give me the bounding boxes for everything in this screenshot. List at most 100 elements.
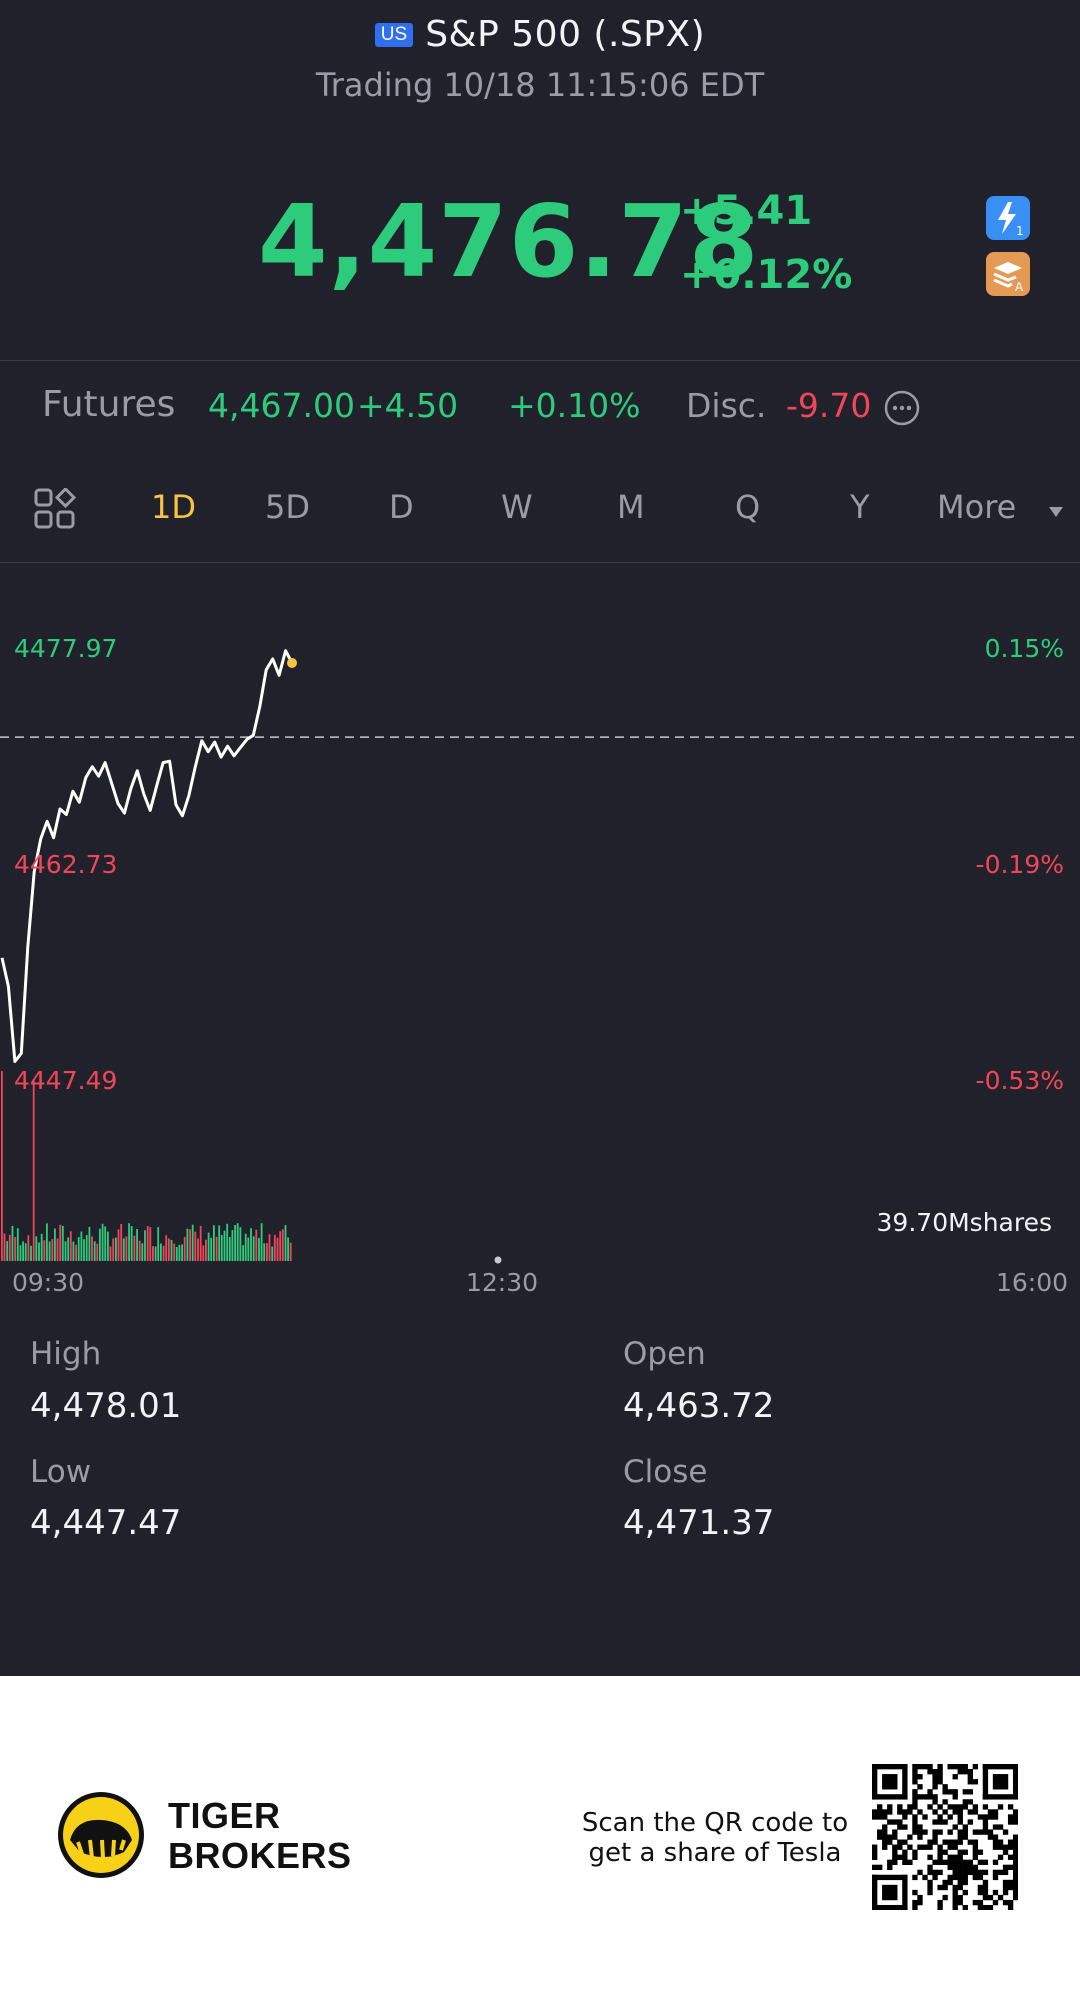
- volume-bar: [1, 1071, 3, 1261]
- price-change-percent: +0.12%: [680, 252, 853, 298]
- divider: [0, 562, 1080, 563]
- trading-status: Trading 10/18 11:15:06 EDT: [315, 66, 765, 104]
- volume-label: 39.70Mshares: [876, 1208, 1052, 1237]
- volume-bar: [197, 1238, 199, 1261]
- last-price-point: [287, 657, 297, 668]
- market-badge: US: [374, 22, 414, 47]
- volume-bar: [72, 1241, 75, 1261]
- volume-bar: [77, 1237, 80, 1261]
- volume-bar: [250, 1228, 252, 1261]
- volume-bar: [56, 1238, 59, 1261]
- x-label-mid: 12:30: [466, 1268, 539, 1297]
- volume-bar: [170, 1239, 173, 1261]
- volume-bar: [228, 1237, 231, 1261]
- volume-bar: [167, 1238, 170, 1261]
- volume-bar: [112, 1238, 115, 1261]
- volume-bar: [54, 1228, 56, 1261]
- intraday-chart[interactable]: [0, 563, 1080, 1273]
- volume-bar: [14, 1237, 17, 1261]
- volume-bar: [91, 1236, 93, 1261]
- close-value: 4,471.37: [623, 1503, 775, 1543]
- x-label-close: 16:00: [995, 1268, 1068, 1297]
- flash-order-icon[interactable]: 1: [986, 196, 1030, 240]
- y-pct-mid: -0.19%: [975, 850, 1064, 879]
- volume-bar: [93, 1241, 96, 1261]
- price-change: +5.41: [680, 188, 813, 234]
- volume-bar: [191, 1224, 194, 1261]
- volume-bar: [175, 1247, 178, 1261]
- volume-bar: [19, 1245, 22, 1261]
- volume-bar: [51, 1239, 54, 1261]
- volume-bar: [284, 1225, 287, 1261]
- open-label: Open: [623, 1336, 706, 1372]
- volume-bar: [133, 1235, 136, 1261]
- tab-1d[interactable]: 1D: [151, 488, 196, 526]
- volume-bar: [160, 1243, 162, 1261]
- brand-name-line1: TIGER: [168, 1795, 281, 1836]
- y-pct-high: 0.15%: [984, 634, 1064, 663]
- futures-change: +4.50: [357, 386, 459, 425]
- volume-bar: [199, 1225, 202, 1261]
- volume-bar: [3, 1233, 6, 1261]
- volume-bar: [194, 1231, 197, 1261]
- volume-bar: [120, 1224, 123, 1261]
- volume-bar: [287, 1237, 289, 1261]
- futures-change-percent: +0.10%: [508, 386, 641, 425]
- volume-bar: [48, 1241, 51, 1261]
- volume-bar: [252, 1236, 255, 1261]
- volume-bar: [173, 1243, 176, 1261]
- volume-bar: [11, 1225, 14, 1261]
- volume-bar: [281, 1229, 284, 1261]
- high-value: 4,478.01: [30, 1386, 182, 1426]
- volume-bar: [289, 1242, 292, 1261]
- volume-bar: [276, 1237, 279, 1261]
- volume-bar: [88, 1226, 91, 1261]
- volume-bar: [215, 1236, 218, 1261]
- volume-bar: [101, 1223, 104, 1261]
- y-label-high: 4477.97: [14, 634, 118, 663]
- y-label-mid: 4462.73: [14, 850, 118, 879]
- tab-m[interactable]: M: [617, 488, 645, 526]
- tab-w[interactable]: W: [501, 488, 533, 526]
- volume-bar: [146, 1226, 149, 1261]
- brand-name-line2: BROKERS: [168, 1835, 352, 1876]
- tab-y[interactable]: Y: [850, 488, 870, 526]
- volume-bar: [8, 1234, 11, 1261]
- volume-bar: [144, 1230, 146, 1261]
- volume-bar: [85, 1235, 88, 1261]
- volume-bar: [218, 1225, 221, 1261]
- more-options-icon[interactable]: [884, 390, 920, 426]
- volume-bar: [128, 1223, 130, 1261]
- high-label: High: [30, 1336, 102, 1372]
- price-series-line: [0, 649, 294, 1063]
- close-label: Close: [623, 1454, 708, 1490]
- volume-bar: [234, 1225, 236, 1261]
- tab-d[interactable]: D: [389, 488, 414, 526]
- futures-label: Futures: [42, 384, 176, 425]
- volume-bars: [1, 1071, 292, 1261]
- volume-bar: [46, 1223, 48, 1261]
- volume-bar: [271, 1246, 274, 1261]
- volume-bar: [138, 1240, 141, 1261]
- tab-5d[interactable]: 5D: [265, 488, 310, 526]
- volume-bar: [122, 1238, 125, 1261]
- volume-bar: [96, 1243, 99, 1261]
- layout-grid-icon[interactable]: [34, 486, 77, 530]
- tab-q[interactable]: Q: [735, 488, 761, 526]
- tiger-logo-icon: [56, 1790, 146, 1880]
- volume-bar: [210, 1237, 213, 1261]
- volume-bar: [162, 1245, 165, 1261]
- volume-bar: [213, 1225, 215, 1261]
- volume-bar: [183, 1237, 186, 1261]
- volume-bar: [244, 1233, 247, 1261]
- volume-bar: [273, 1234, 276, 1261]
- svg-text:A: A: [1015, 280, 1024, 294]
- volume-bar: [266, 1243, 268, 1261]
- volume-bar: [32, 1079, 35, 1261]
- layers-icon[interactable]: A: [986, 252, 1030, 296]
- volume-bar: [24, 1243, 27, 1261]
- volume-bar: [115, 1237, 117, 1261]
- volume-bar: [258, 1238, 260, 1261]
- chevron-down-icon[interactable]: [1048, 503, 1064, 522]
- tab-more[interactable]: More: [937, 488, 1017, 526]
